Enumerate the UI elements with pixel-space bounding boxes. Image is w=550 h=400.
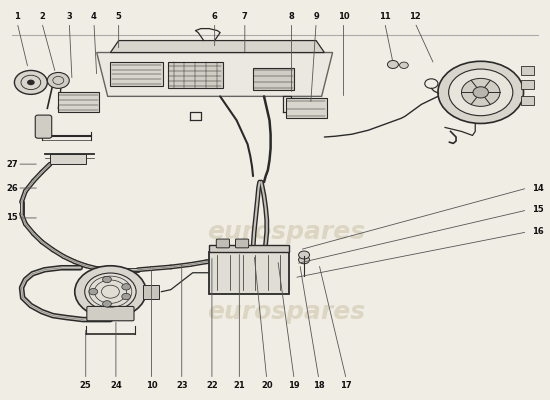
Circle shape xyxy=(47,72,69,88)
Text: 27: 27 xyxy=(6,160,18,169)
Text: 20: 20 xyxy=(261,381,273,390)
FancyBboxPatch shape xyxy=(521,80,535,89)
Text: 3: 3 xyxy=(67,12,72,21)
Circle shape xyxy=(299,251,310,259)
Polygon shape xyxy=(111,40,324,52)
Circle shape xyxy=(438,61,524,124)
Text: 15: 15 xyxy=(532,206,544,214)
Text: 11: 11 xyxy=(379,12,390,21)
Circle shape xyxy=(103,276,112,283)
FancyBboxPatch shape xyxy=(144,284,159,299)
Text: eurospares: eurospares xyxy=(207,300,365,324)
Circle shape xyxy=(27,80,35,85)
FancyBboxPatch shape xyxy=(58,92,100,112)
FancyBboxPatch shape xyxy=(521,96,535,105)
Text: 15: 15 xyxy=(6,214,18,222)
Text: 22: 22 xyxy=(206,381,218,390)
Circle shape xyxy=(122,284,130,290)
FancyBboxPatch shape xyxy=(286,98,327,118)
Text: 8: 8 xyxy=(289,12,294,21)
Circle shape xyxy=(75,266,146,318)
Text: 23: 23 xyxy=(176,381,188,390)
FancyBboxPatch shape xyxy=(235,239,249,248)
Text: 12: 12 xyxy=(409,12,421,21)
FancyBboxPatch shape xyxy=(521,66,535,75)
Circle shape xyxy=(14,70,47,94)
FancyBboxPatch shape xyxy=(50,154,86,164)
Text: 5: 5 xyxy=(116,12,122,21)
FancyBboxPatch shape xyxy=(87,306,134,321)
Circle shape xyxy=(89,288,98,295)
Text: eurospares: eurospares xyxy=(207,220,365,244)
Circle shape xyxy=(449,69,513,116)
Circle shape xyxy=(122,293,130,300)
Circle shape xyxy=(387,60,398,68)
FancyBboxPatch shape xyxy=(209,252,289,294)
FancyBboxPatch shape xyxy=(216,239,229,248)
Text: 6: 6 xyxy=(212,12,218,21)
Text: 21: 21 xyxy=(233,381,245,390)
FancyBboxPatch shape xyxy=(168,62,223,88)
Polygon shape xyxy=(97,52,333,96)
Circle shape xyxy=(399,62,408,68)
Text: 24: 24 xyxy=(110,381,122,390)
Text: 2: 2 xyxy=(39,12,45,21)
Text: 4: 4 xyxy=(91,12,97,21)
Circle shape xyxy=(461,78,500,106)
Circle shape xyxy=(473,87,488,98)
Text: 10: 10 xyxy=(338,12,349,21)
Text: 25: 25 xyxy=(80,381,92,390)
FancyBboxPatch shape xyxy=(253,68,294,90)
Text: 26: 26 xyxy=(6,184,18,192)
Text: 9: 9 xyxy=(314,12,319,21)
Text: 16: 16 xyxy=(532,227,544,236)
FancyBboxPatch shape xyxy=(35,115,52,138)
FancyBboxPatch shape xyxy=(111,62,163,86)
Text: 17: 17 xyxy=(340,381,352,390)
Circle shape xyxy=(103,301,112,307)
Circle shape xyxy=(299,256,310,264)
Text: 7: 7 xyxy=(242,12,248,21)
Text: 1: 1 xyxy=(14,12,20,21)
Text: 10: 10 xyxy=(146,381,157,390)
Text: 18: 18 xyxy=(313,381,324,390)
Circle shape xyxy=(85,273,136,310)
FancyBboxPatch shape xyxy=(209,245,289,252)
Text: 19: 19 xyxy=(288,381,300,390)
Text: 14: 14 xyxy=(532,184,544,192)
